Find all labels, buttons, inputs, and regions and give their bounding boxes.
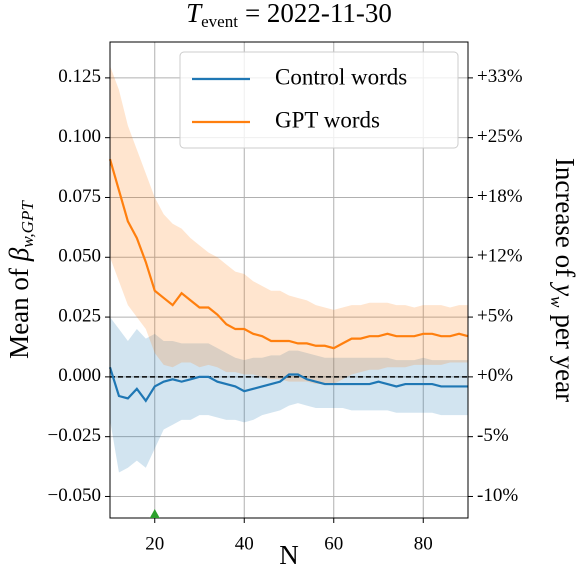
legend-box — [179, 51, 459, 149]
series-line — [108, 366, 468, 403]
event-marker — [149, 509, 160, 518]
y-label-text: Mean of — [4, 268, 34, 359]
y-tick-label: 0.000 — [58, 365, 101, 386]
y2-tick-label: +33% — [477, 66, 523, 87]
y2-label-suffix: per year — [550, 314, 580, 402]
y2-tick-label: +5% — [477, 305, 513, 326]
y2-tick-label: +25% — [477, 126, 523, 147]
y2-label-symbol: y — [550, 281, 580, 296]
y2-tick-label: -10% — [477, 485, 518, 506]
y-tick-label: 0.125 — [58, 66, 101, 87]
y2-tick-label: -5% — [477, 425, 509, 446]
y-tick-label: 0.050 — [58, 246, 101, 267]
title-symbol: T — [186, 0, 203, 28]
x-tick-label: 40 — [235, 533, 254, 554]
y2-label-text: Increase of — [550, 158, 580, 277]
y-tick-label: −0.050 — [48, 485, 101, 506]
frame: 20 40 60 80 −0.050 −0.025 0.000 0.025 0.050 0.075… — [48, 41, 523, 554]
x-tick-label: 80 — [414, 533, 433, 554]
title-text: = 2022-11-30 — [245, 0, 392, 28]
y2-label-subscript: w — [547, 296, 566, 308]
y2-tick-label: +12% — [477, 246, 523, 267]
plot-frame — [109, 41, 469, 519]
y-tick-label: 0.025 — [58, 305, 101, 326]
y2-tick-label: +18% — [477, 186, 523, 207]
x-axis-label: N — [279, 540, 299, 570]
x-tick-label: 60 — [324, 533, 343, 554]
y-label-symbol: β — [4, 247, 34, 262]
legend-label: Control words — [275, 64, 407, 89]
title-subscript: event — [201, 12, 238, 31]
y-tick-label: 0.075 — [58, 186, 101, 207]
series-line — [108, 158, 469, 350]
legend-label: GPT words — [275, 107, 380, 132]
plot-data — [108, 65, 469, 473]
confidence-band — [110, 65, 468, 385]
y-label-subscript: w,GPT — [18, 200, 37, 248]
y-tick-label: 0.100 — [58, 126, 101, 147]
y-tick-label: −0.025 — [48, 425, 101, 446]
y-axis-label: Mean of βw,GPT — [4, 200, 37, 359]
chart-title: Tevent = 2022-11-30 — [186, 0, 392, 31]
legend: Control words GPT words — [179, 51, 459, 149]
y2-tick-label: +0% — [477, 365, 513, 386]
x-tick-label: 20 — [145, 533, 164, 554]
confidence-band — [110, 317, 468, 473]
y2-axis-label: Increase of yw per year — [547, 158, 580, 402]
